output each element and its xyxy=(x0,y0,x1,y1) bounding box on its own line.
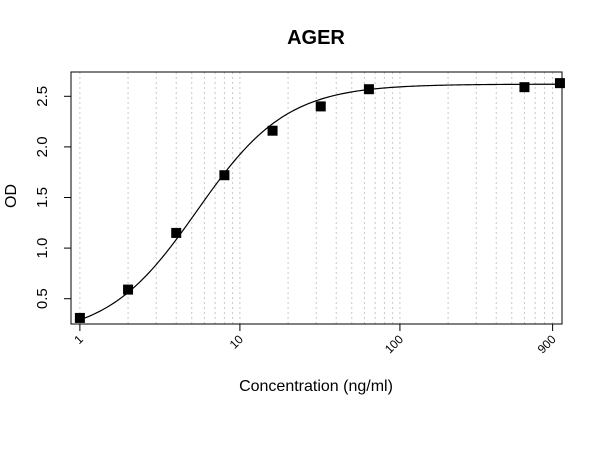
y-tick-label: 1.5 xyxy=(34,187,51,208)
data-point xyxy=(363,84,374,95)
data-point xyxy=(519,82,530,93)
data-point xyxy=(554,78,565,89)
chart-title: AGER xyxy=(287,27,345,49)
x-axis-label: Concentration (ng/ml) xyxy=(239,378,393,395)
fit-curve-line xyxy=(79,83,560,321)
plot-area-frame xyxy=(70,71,563,325)
y-tick-label: 0.5 xyxy=(34,288,51,309)
x-tick-label: 1 xyxy=(71,332,86,347)
y-tick-label: 1.0 xyxy=(34,238,51,259)
y-axis: 0.5 1.0 1.5 2.0 2.5 xyxy=(34,86,71,309)
grid-lines xyxy=(79,72,554,324)
data-point xyxy=(267,125,278,136)
data-point xyxy=(74,312,85,323)
x-tick-label: 10 xyxy=(227,332,247,352)
x-tick-label: 900 xyxy=(535,332,559,356)
y-tick-label: 2.0 xyxy=(34,136,51,157)
x-axis: 1 10 100 900 xyxy=(71,324,559,356)
fit-curve-layer xyxy=(79,83,560,321)
data-points xyxy=(74,78,565,323)
data-point xyxy=(123,284,134,295)
y-axis-label: OD xyxy=(3,184,20,208)
data-point xyxy=(315,101,326,112)
y-tick-label: 2.5 xyxy=(34,86,51,107)
x-tick-label: 100 xyxy=(382,332,406,356)
data-point xyxy=(171,227,182,238)
data-point xyxy=(219,170,230,181)
